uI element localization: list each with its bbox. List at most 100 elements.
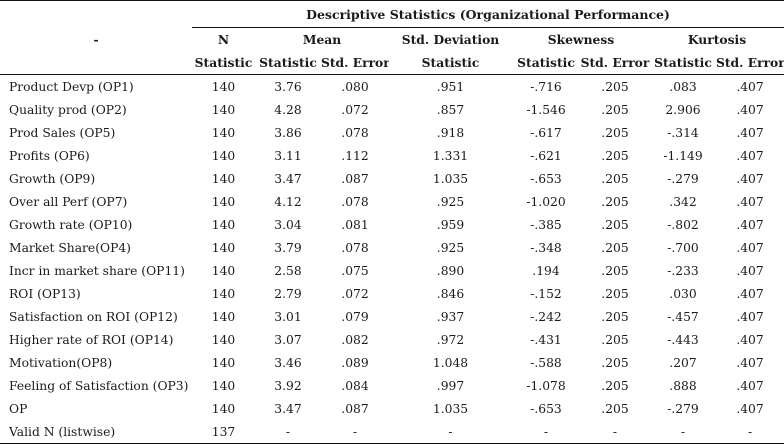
table-cell: .205 [601,102,629,117]
table-cell: .112 [341,148,369,163]
table-cell: 140 [211,125,236,140]
table-cell: -.385 [530,217,562,232]
table-cell: 137 [192,420,255,444]
row-label: Higher rate of ROI (OP14) [9,332,174,347]
table-row: Product Devp (OP1) 140 3.76 .080 .951 -.716 .2… [0,75,784,99]
table-cell: .075 [341,263,369,278]
table-cell: .205 [601,217,629,232]
subheader-cell: Statistic [255,51,321,75]
table-cell: 140 [211,332,236,347]
table-cell: 3.76 [274,79,302,94]
table-cell: .205 [601,263,629,278]
table-cell: -.348 [530,240,562,255]
table-row: Growth rate (OP10) 140 3.04 .081 .959 -.385 .2… [0,213,784,236]
table-cell: -.233 [667,263,699,278]
table-cell: 3.92 [274,378,302,393]
table-cell: .342 [669,194,697,209]
table-cell: .194 [532,263,560,278]
table-cell: -1.149 [663,148,703,163]
table-cell: .997 [436,378,465,393]
table-cell: .205 [601,401,629,416]
table-cell: 2.906 [665,102,701,117]
table-cell: .078 [341,194,369,209]
table-cell: 1.035 [432,401,469,416]
subheader-cell: Std. Error [321,51,389,75]
table-row: Over all Perf (OP7) 140 4.12 .078 .925 -1.020… [0,190,784,213]
table-cell: .072 [341,102,369,117]
table-cell: 2.79 [274,286,302,301]
table-cell: -.152 [530,286,562,301]
table-cell: .079 [341,309,369,324]
table-cell: .205 [601,332,629,347]
table-cell: .407 [736,401,764,416]
table-cell: -1.020 [526,194,566,209]
table-cell: .205 [601,286,629,301]
table-cell: -.653 [530,401,562,416]
table-cell: -.279 [667,401,699,416]
title-spacer [0,0,192,28]
table-cell: 140 [211,194,236,209]
row-label: Growth rate (OP10) [9,217,133,232]
table-cell: .207 [669,355,697,370]
table-cell: .205 [601,148,629,163]
corner-mark: - [93,31,99,47]
row-label: OP [9,401,28,416]
table-cell: - [580,420,650,444]
table-cell: .205 [601,194,629,209]
row-label: Motivation(OP8) [9,355,113,370]
row-label: Quality prod (OP2) [9,102,127,117]
table-cell: 140 [211,401,236,416]
row-label: Market Share(OP4) [9,240,131,255]
table-cell: .407 [736,125,764,140]
table-cell: 3.01 [274,309,302,324]
table-cell: - [512,420,580,444]
subheader-cell: Statistic [192,51,255,75]
table-cell: .959 [436,217,465,232]
table-cell: .407 [736,217,764,232]
table-cell: -.621 [530,148,562,163]
table-cell: 140 [211,217,236,232]
table-row: Quality prod (OP2) 140 4.28 .072 .857 -1.546.… [0,98,784,121]
table-cell: .407 [736,171,764,186]
table-row: Satisfaction on ROI (OP12) 140 3.01 .079 .93… [0,305,784,328]
table-cell: .937 [436,309,465,324]
table-cell: .918 [436,125,465,140]
table-cell: .205 [601,240,629,255]
table-cell: .857 [436,102,465,117]
table-cell: - [716,420,784,444]
table-cell: -.617 [530,125,562,140]
row-label: Satisfaction on ROI (OP12) [9,309,178,324]
table-cell: 4.12 [274,194,302,209]
table-cell: -.716 [530,79,562,94]
table-row: Feeling of Satisfaction (OP3) 140 3.92 .084… [0,374,784,397]
table-cell: -.802 [667,217,699,232]
table-cell: .925 [436,194,465,209]
table-cell: .087 [341,401,369,416]
subheader-cell: Statistic [389,51,512,75]
table-cell: .407 [736,378,764,393]
table-cell: 140 [211,309,236,324]
table-body: Product Devp (OP1) 140 3.76 .080 .951 -.716 .2… [0,75,784,444]
table-cell: 4.28 [274,102,302,117]
table-row: Motivation(OP8) 140 3.46 .089 1.048 -.588 .205… [0,351,784,374]
table-cell: 140 [211,148,236,163]
table-row: Prod Sales (OP5) 140 3.86 .078 .918 -.617 .205… [0,121,784,144]
row-label: ROI (OP13) [9,286,81,301]
table-cell: .407 [736,102,764,117]
table-cell: .205 [601,79,629,94]
group-header-skewness: Skewness [547,32,615,47]
table-cell: 140 [211,102,236,117]
table-cell: .407 [736,240,764,255]
row-label: Valid N (listwise) [0,420,192,444]
table-cell: .205 [601,309,629,324]
table-cell: 3.47 [274,401,302,416]
table-row: Valid N (listwise) 137- - - - - - - [0,420,784,444]
table-cell: .089 [341,355,369,370]
row-label: Feeling of Satisfaction (OP3) [9,378,189,393]
row-label: Growth (OP9) [9,171,96,186]
table-cell: .407 [736,194,764,209]
table-cell: 2.58 [274,263,302,278]
table-cell: .407 [736,79,764,94]
table-cell: -1.546 [526,102,566,117]
